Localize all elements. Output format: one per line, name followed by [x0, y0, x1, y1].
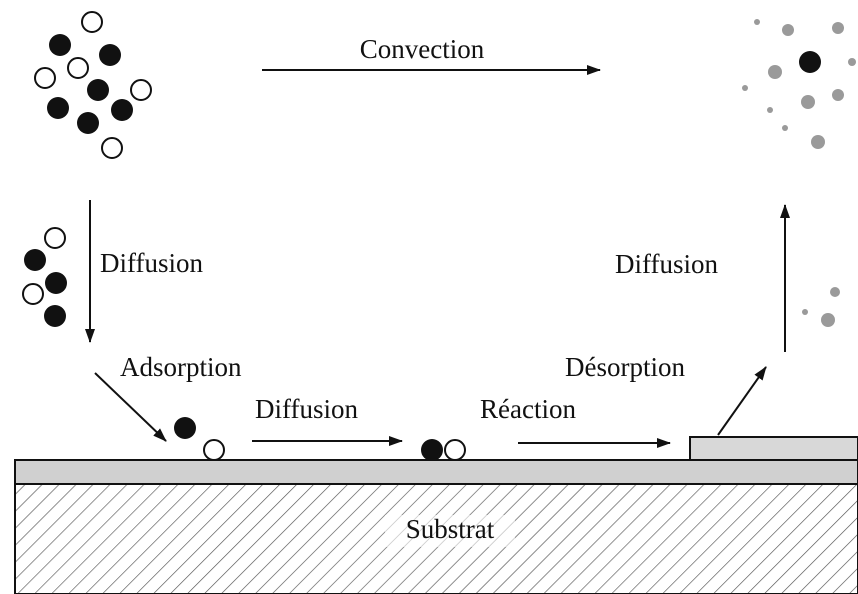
adsorption-arrow: [94, 372, 167, 442]
surface-molecule: [444, 439, 466, 461]
adsorption-label: Adsorption: [120, 352, 242, 382]
diffusing-molecules: [22, 227, 67, 327]
adsorbed-molecule: [203, 439, 225, 461]
substrate-label: Substrat: [406, 514, 495, 544]
surface-diffusion-label: Diffusion: [255, 394, 359, 424]
diffusion-out-label: Diffusion: [615, 249, 719, 279]
reactant-cluster: [34, 11, 152, 159]
adsorbed-molecule: [174, 417, 196, 439]
product-cluster: [742, 19, 856, 327]
reaction-label: Réaction: [480, 394, 576, 424]
surface-layer: [14, 459, 858, 485]
desorption-arrow: [717, 366, 767, 436]
label-backdrop: [385, 515, 515, 547]
surface-molecule: [421, 439, 443, 461]
desorption-label: Désorption: [565, 352, 685, 382]
diffusion-label: Diffusion: [100, 248, 204, 278]
deposit: [689, 436, 858, 461]
convection-label: Convection: [360, 34, 485, 64]
